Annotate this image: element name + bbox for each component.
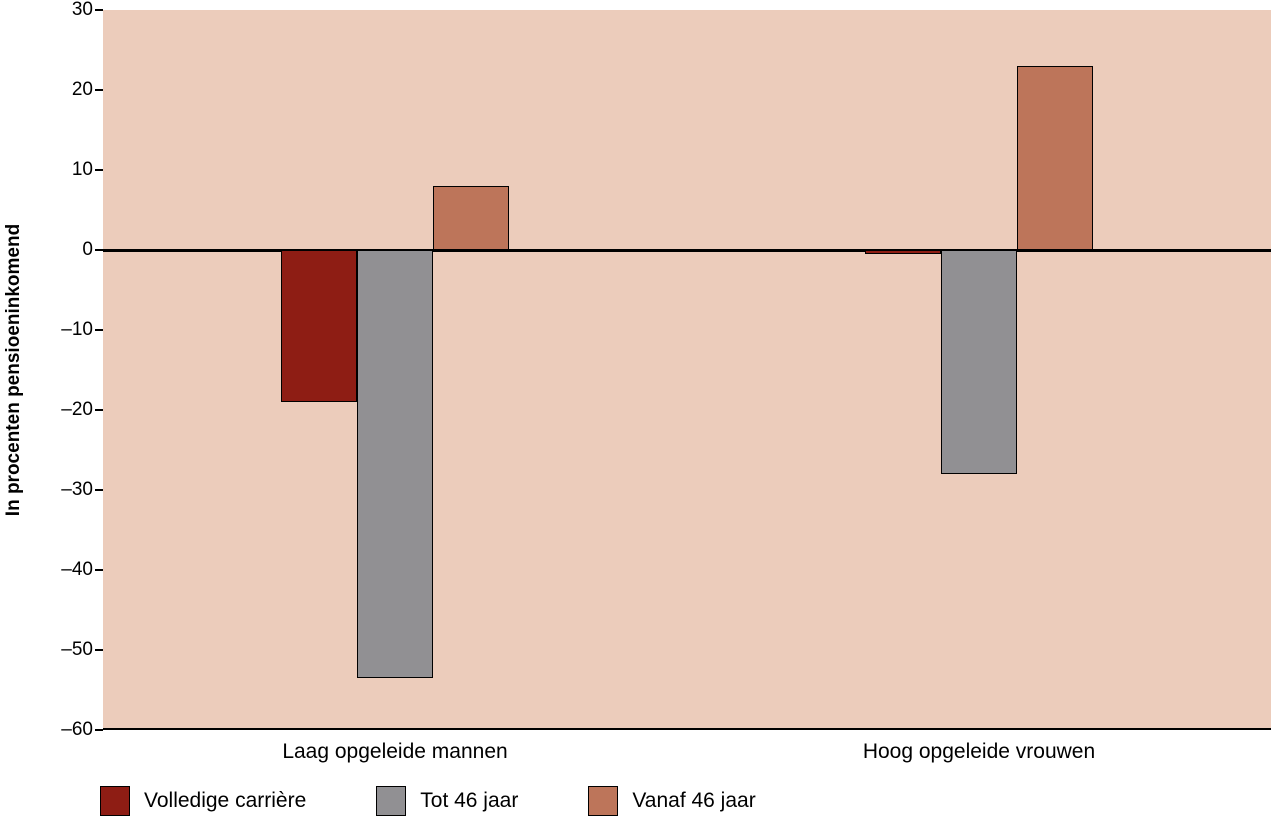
legend-label: Tot 46 jaar [420, 789, 518, 813]
legend-label: Vanaf 46 jaar [632, 789, 755, 813]
bar [357, 250, 433, 678]
y-tick-mark [95, 489, 103, 491]
legend-swatch [376, 786, 406, 816]
bar [1017, 66, 1093, 250]
legend-item: Volledige carrière [100, 786, 306, 816]
legend: Volledige carrière Tot 46 jaar Vanaf 46 ja… [100, 786, 756, 816]
bar [281, 250, 357, 402]
bar [941, 250, 1017, 474]
legend-label: Volledige carrière [144, 789, 306, 813]
zero-line [103, 249, 1271, 252]
bar [433, 186, 509, 250]
y-tick-mark [95, 729, 103, 731]
y-tick-mark [95, 169, 103, 171]
legend-item: Tot 46 jaar [376, 786, 518, 816]
y-tick-mark [95, 89, 103, 91]
y-tick-mark [95, 329, 103, 331]
plot-area: –60–50–40–30–20–100102030Laag opgeleide … [103, 10, 1271, 730]
y-tick-mark [95, 569, 103, 571]
category-label: Laag opgeleide mannen [282, 728, 507, 764]
legend-swatch [588, 786, 618, 816]
legend-swatch [100, 786, 130, 816]
category-label: Hoog opgeleide vrouwen [863, 728, 1095, 764]
y-axis-title: In procenten pensioeninkomend [3, 224, 25, 516]
bar [865, 250, 941, 254]
chart-container: –60–50–40–30–20–100102030Laag opgeleide … [0, 0, 1277, 838]
legend-item: Vanaf 46 jaar [588, 786, 755, 816]
y-tick-mark [95, 249, 103, 251]
y-tick-mark [95, 409, 103, 411]
y-tick-mark [95, 649, 103, 651]
y-tick-mark [95, 9, 103, 11]
